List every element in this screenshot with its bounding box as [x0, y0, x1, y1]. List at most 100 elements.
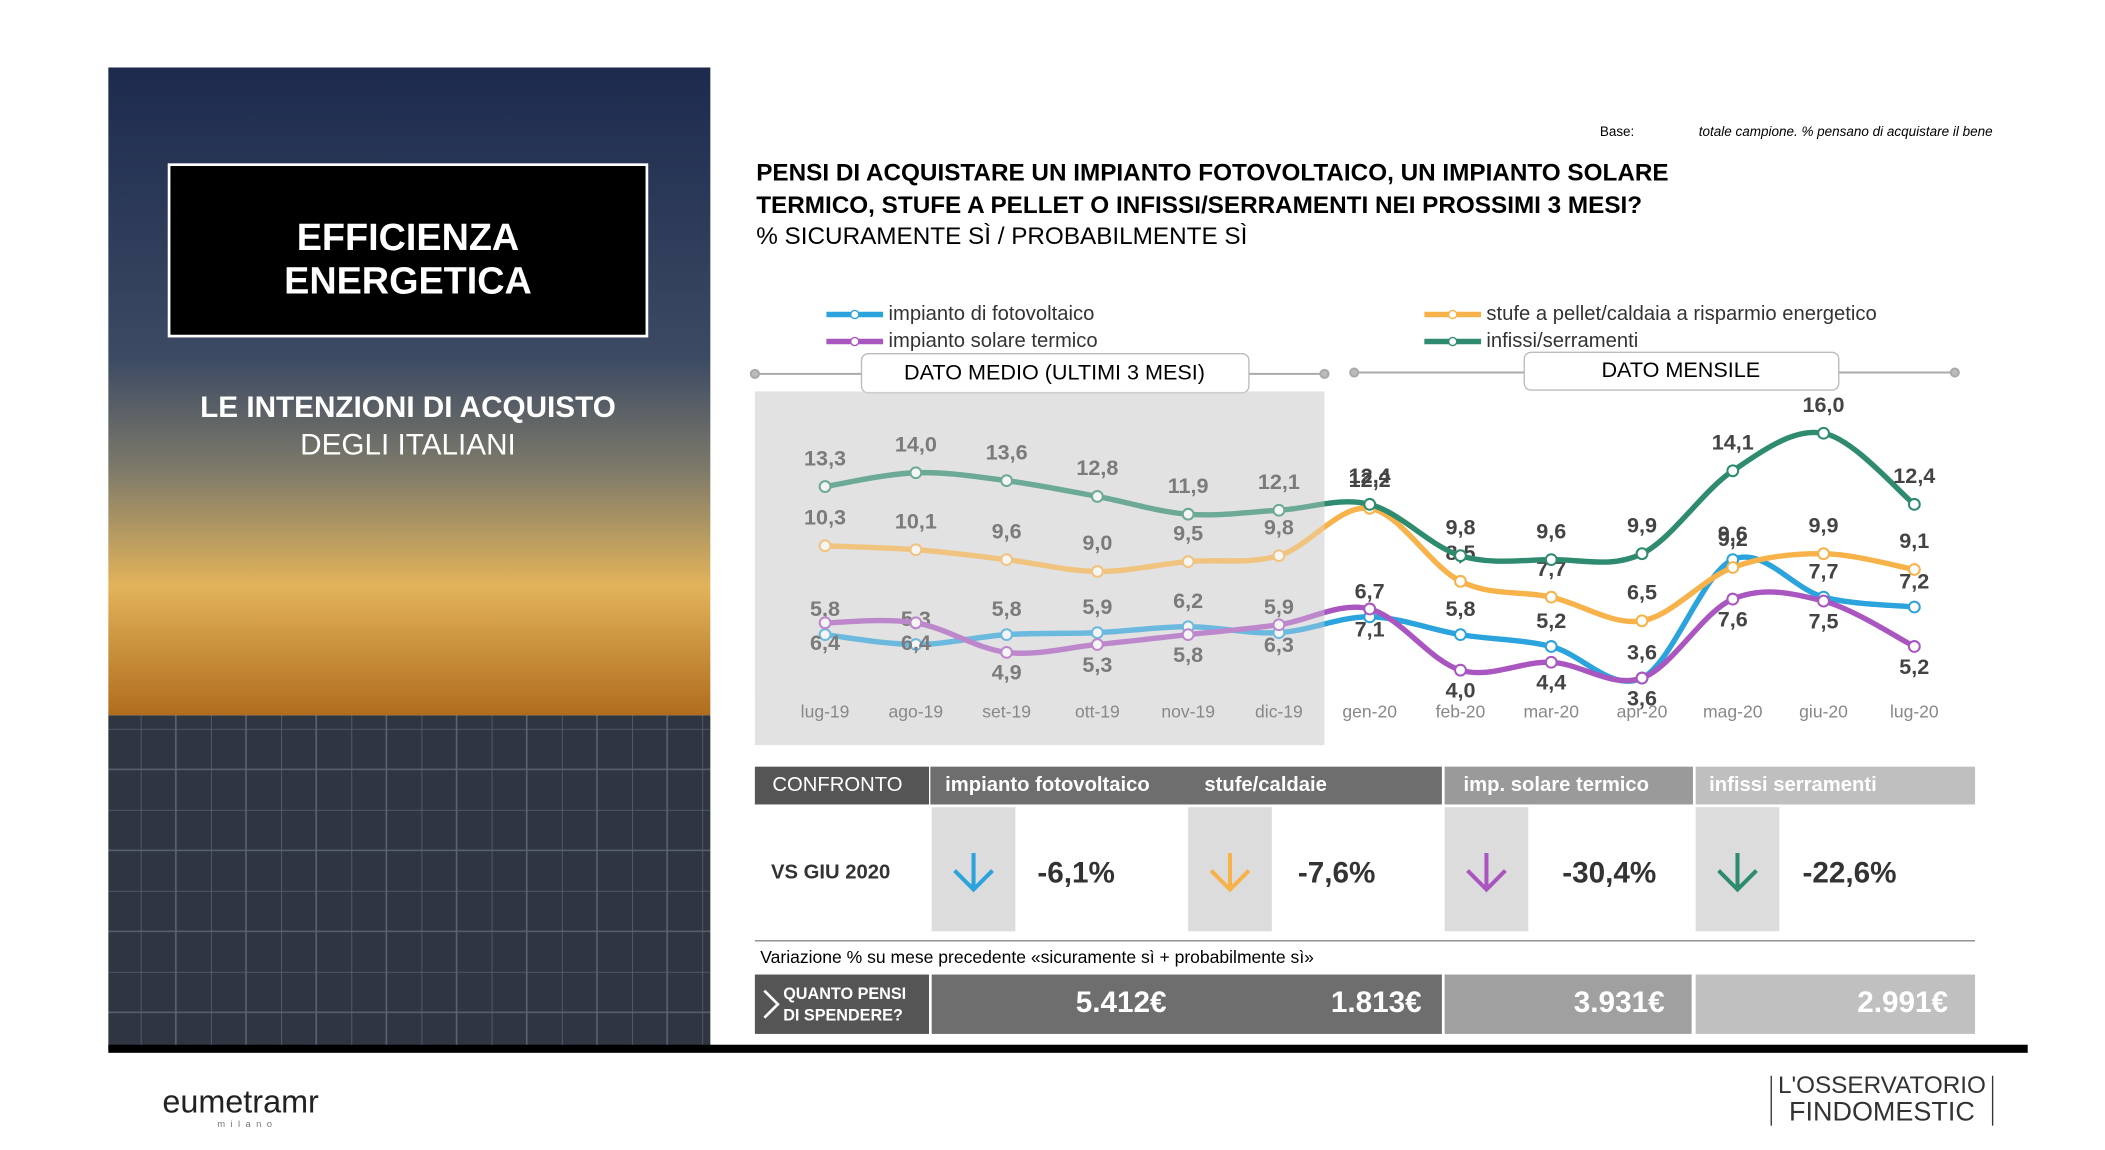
legend-label: infissi/serramenti [1486, 330, 1638, 352]
change-value: -7,6% [1298, 856, 1376, 889]
value-label: 7,7 [1809, 559, 1839, 584]
point [1635, 671, 1649, 685]
point [1000, 474, 1014, 488]
value-label: 4,4 [1536, 670, 1566, 695]
logo-right: FINDOMESTIC [1789, 1097, 1975, 1127]
x-tick-label: ago-19 [889, 701, 944, 721]
down-arrow [953, 853, 994, 893]
row-label: VS GIU 2020 [771, 862, 890, 884]
value-label: 12,1 [1258, 469, 1300, 494]
point [1726, 464, 1740, 478]
value-label: 6,7 [1355, 578, 1385, 603]
point [1907, 497, 1921, 511]
point [1907, 600, 1921, 614]
value-label: 13,3 [804, 445, 846, 470]
change-value: -22,6% [1802, 856, 1896, 889]
value-label: 6,5 [1627, 580, 1657, 605]
spend-value: 5.412€ [1076, 986, 1167, 1019]
section-box [860, 352, 1250, 394]
point [1726, 561, 1740, 574]
value-label: 12,2 [1349, 467, 1391, 492]
spend-value: 3.931€ [1574, 986, 1665, 1019]
point [1181, 555, 1195, 568]
legend-marker [1447, 309, 1458, 320]
logo-left-sub: milano [217, 1119, 277, 1130]
point [1000, 628, 1014, 642]
value-label: 9,0 [1082, 530, 1112, 555]
value-label: 14,1 [1712, 429, 1754, 454]
value-label: 9,9 [1809, 512, 1839, 537]
value-label: 9,6 [1718, 521, 1748, 546]
point [1181, 628, 1195, 642]
value-label: 5,2 [1536, 608, 1566, 633]
point [1454, 663, 1467, 677]
base-note: totale campione. % pensano di acquistare… [1699, 124, 1993, 139]
x-tick-label: lug-20 [1890, 701, 1939, 721]
x-tick-label: feb-20 [1436, 701, 1486, 721]
section-label: DATO MENSILE [1601, 357, 1760, 382]
point [1454, 628, 1467, 642]
x-tick-label: gen-20 [1342, 701, 1397, 721]
table: impianto fotovoltaico -6,1% 5.412€ stufe/ca… [931, 774, 1948, 1019]
panel-subtitle: DEGLI ITALIANI [300, 429, 516, 462]
value-label: 12,8 [1076, 455, 1118, 480]
value-label: 7,5 [1809, 608, 1839, 633]
base-label: Base: [1600, 124, 1634, 139]
point [1454, 574, 1467, 588]
value-label: 6,2 [1173, 588, 1203, 613]
table-note: Variazione % su mese precedente «sicuram… [760, 947, 1314, 967]
value-label: 10,1 [895, 508, 937, 533]
section-dot [1349, 367, 1360, 378]
header-cell [754, 766, 929, 805]
x-tick-label: mar-20 [1523, 701, 1579, 721]
change-value: -30,4% [1562, 856, 1656, 889]
point [909, 616, 923, 630]
point [909, 466, 923, 480]
down-arrow [1717, 853, 1758, 893]
average-background [754, 391, 1325, 746]
point [1090, 490, 1104, 503]
point [1635, 547, 1649, 561]
value-label: 9,6 [992, 518, 1022, 543]
change-value: -6,1% [1037, 856, 1115, 889]
point [1363, 602, 1377, 616]
point [1726, 592, 1740, 606]
point [818, 616, 832, 630]
table-header: infissi serramenti [1709, 774, 1877, 796]
value-label: 3,6 [1627, 685, 1657, 710]
value-label: 5,8 [992, 596, 1022, 621]
legend-label: stufe a pellet/caldaia a risparmio energ… [1486, 303, 1876, 325]
chart-title: TERMICO, STUFE A PELLET O INFISSI/SERRAM… [756, 192, 1642, 219]
chevron [763, 989, 780, 1019]
value-label: 5,9 [1264, 594, 1294, 619]
legend-marker [850, 336, 860, 347]
value-label: 16,0 [1803, 392, 1845, 417]
point [1000, 553, 1014, 567]
point [818, 628, 832, 642]
point [1817, 547, 1830, 561]
point [1090, 626, 1104, 640]
point [1817, 594, 1830, 608]
plot: impianto di fotovoltaico impianto solare … [754, 303, 1939, 721]
logo-left: eumetramr [162, 1084, 319, 1120]
spend-label: DI SPENDERE? [783, 1007, 903, 1025]
header-cell [930, 766, 1442, 805]
section-label: DATO MEDIO (ULTIMI 3 MESI) [904, 360, 1205, 385]
value-label: 9,6 [1536, 518, 1566, 543]
point [909, 543, 923, 557]
point [818, 480, 832, 493]
x-tick-label: mag-20 [1703, 701, 1763, 721]
point [818, 539, 832, 553]
spend-cell [1444, 974, 1692, 1034]
panel-title: ENERGETICA [284, 260, 532, 302]
solar-panel-image [108, 715, 711, 1051]
value-label: 14,0 [895, 431, 937, 456]
value-label: 7,6 [1718, 606, 1748, 631]
section-dot [749, 368, 760, 379]
x-tick-label: ott-19 [1075, 701, 1120, 721]
point [1272, 618, 1286, 632]
value-label: 10,3 [804, 505, 846, 530]
point [1544, 640, 1558, 653]
point [1635, 614, 1649, 628]
